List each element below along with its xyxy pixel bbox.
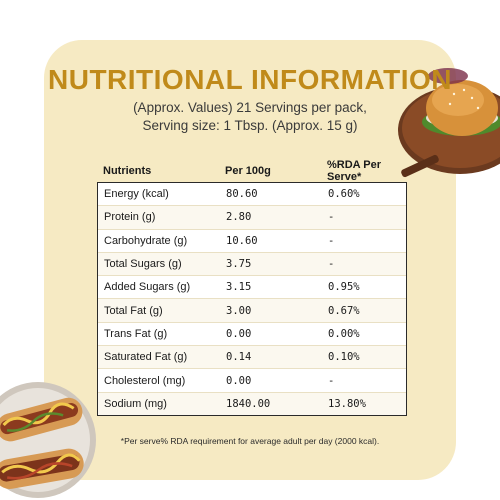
table-row: Saturated Fat (g) 0.14 0.10% (98, 346, 406, 370)
nutrient-name: Sodium (mg) (104, 397, 167, 410)
nutrition-table: Nutrients Per 100g %RDA Per Serve* Energ… (97, 159, 407, 416)
table-row: Protein (g) 2.80 - (98, 206, 406, 230)
column-header-nutrients: Nutrients (103, 165, 152, 177)
table-row: Sodium (mg) 1840.00 13.80% (98, 392, 406, 415)
per-100g-value: 3.15 (226, 281, 252, 294)
nutrient-name: Total Sugars (g) (104, 258, 182, 271)
rda-value: 0.00% (328, 327, 360, 340)
rda-footnote: *Per serve% RDA requirement for average … (120, 436, 380, 446)
table-row: Trans Fat (g) 0.00 0.00% (98, 322, 406, 347)
burger-image (398, 68, 500, 178)
nutrient-name: Protein (g) (104, 211, 156, 224)
nutrient-name: Energy (kcal) (104, 188, 169, 201)
table-header: Nutrients Per 100g %RDA Per Serve* (97, 159, 407, 183)
nutrient-name: Added Sugars (g) (104, 281, 191, 294)
servings-subtitle: (Approx. Values) 21 Servings per pack, (133, 100, 367, 115)
per-100g-value: 2.80 (226, 211, 252, 224)
table-row: Energy (kcal) 80.60 0.60% (98, 183, 406, 207)
table-row: Carbohydrate (g) 10.60 - (98, 229, 406, 253)
per-100g-value: 1840.00 (226, 397, 271, 410)
rda-value: - (328, 258, 335, 271)
hotdog-image (0, 382, 96, 498)
nutrient-name: Carbohydrate (g) (104, 234, 188, 247)
table-row: Added Sugars (g) 3.15 0.95% (98, 276, 406, 300)
rda-value: 0.10% (328, 351, 360, 364)
per-100g-value: 80.60 (226, 188, 258, 201)
rda-value: - (328, 374, 335, 387)
per-100g-value: 10.60 (226, 234, 258, 247)
table-body: Energy (kcal) 80.60 0.60% Protein (g) 2.… (97, 182, 407, 416)
nutrient-name: Trans Fat (g) (104, 327, 168, 340)
per-100g-value: 0.14 (226, 351, 252, 364)
nutrient-name: Total Fat (g) (104, 304, 163, 317)
rda-value: 0.95% (328, 281, 360, 294)
rda-value: 13.80% (328, 397, 366, 410)
per-100g-value: 3.00 (226, 304, 252, 317)
rda-value: 0.67% (328, 304, 360, 317)
page-title: NUTRITIONAL INFORMATION (48, 64, 452, 95)
column-header-per-100g: Per 100g (225, 165, 271, 177)
serving-size-subtitle: Serving size: 1 Tbsp. (Approx. 15 g) (142, 118, 358, 133)
per-100g-value: 3.75 (226, 258, 252, 271)
rda-value: - (328, 211, 335, 224)
table-row: Total Sugars (g) 3.75 - (98, 252, 406, 277)
nutrient-name: Saturated Fat (g) (104, 351, 188, 364)
table-row: Total Fat (g) 3.00 0.67% (98, 299, 406, 323)
column-header-rda: %RDA Per Serve* (327, 159, 381, 183)
table-row: Cholesterol (mg) 0.00 - (98, 369, 406, 393)
per-100g-value: 0.00 (226, 374, 252, 387)
nutrient-name: Cholesterol (mg) (104, 374, 186, 387)
rda-value: - (328, 234, 335, 247)
per-100g-value: 0.00 (226, 327, 252, 340)
rda-value: 0.60% (328, 188, 360, 201)
